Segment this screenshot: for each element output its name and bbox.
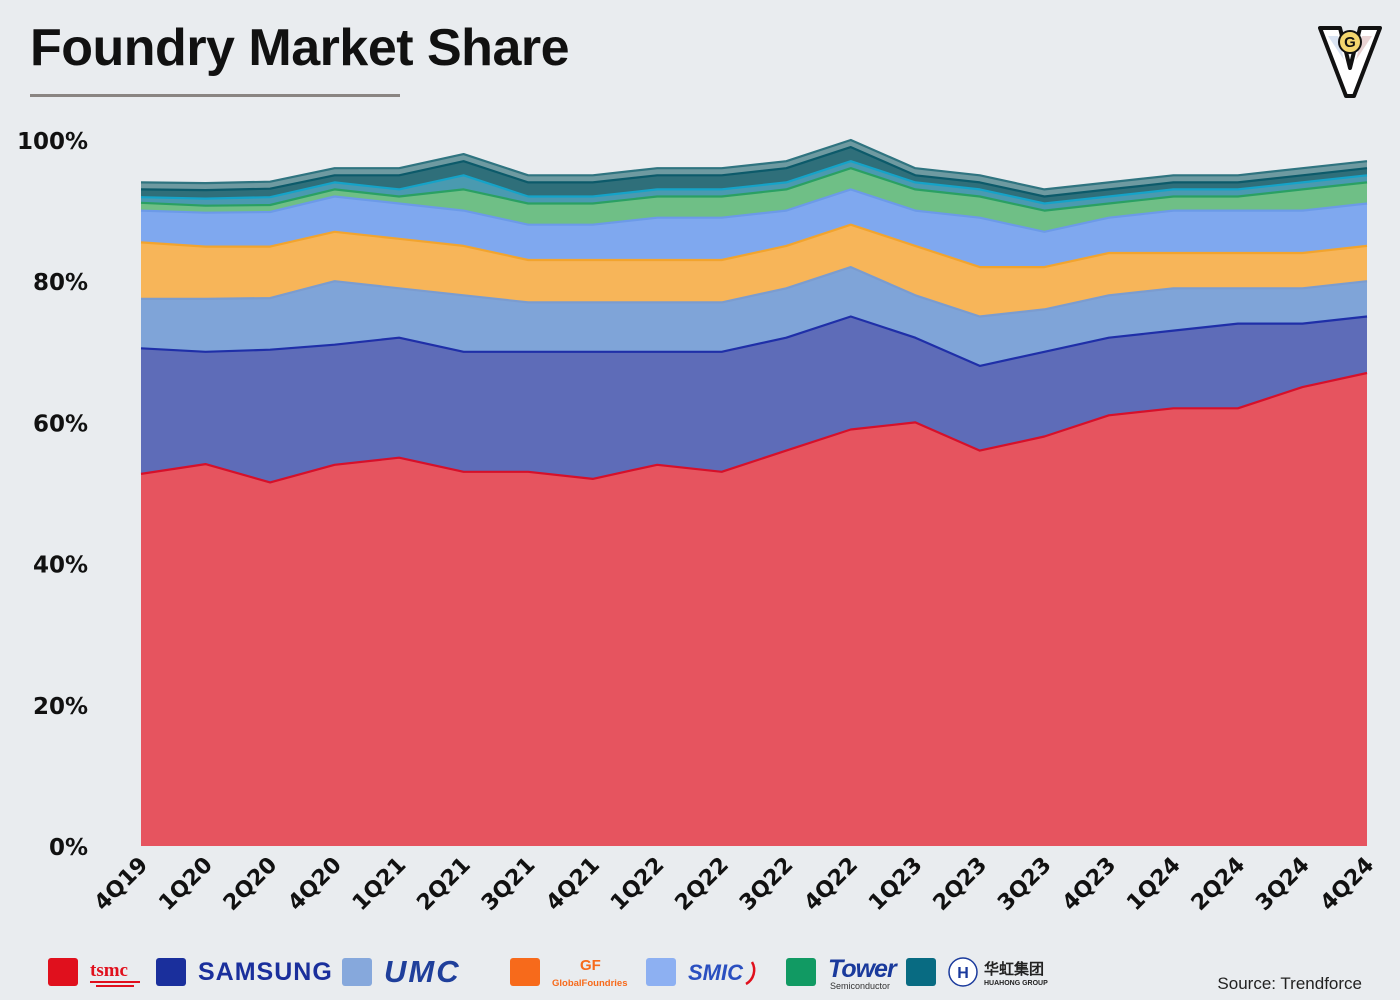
svg-text:华虹集团: 华虹集团 <box>984 960 1044 978</box>
y-tick-label: 60% <box>33 411 88 437</box>
legend-swatch <box>156 958 186 986</box>
svg-text:HUAHONG GROUP: HUAHONG GROUP <box>984 980 1048 987</box>
huahong-logo-icon: H 华虹集团 HUAHONG GROUP <box>948 957 1048 987</box>
x-tick-label: 2Q22 <box>671 853 734 916</box>
y-tick-label: 40% <box>33 553 88 579</box>
svg-text:Semiconductor: Semiconductor <box>830 981 890 991</box>
legend-item-tsmc: tsmc <box>48 958 140 987</box>
svg-text:SAMSUNG: SAMSUNG <box>198 958 333 986</box>
line-series-tower <box>140 167 1368 212</box>
legend-item-smic: SMIC <box>646 958 756 986</box>
x-tick-label: 1Q23 <box>864 853 927 916</box>
source-note: Source: Trendforce <box>1217 974 1362 993</box>
legend-swatch <box>342 958 372 986</box>
line-series-vis <box>140 160 1368 205</box>
area-series-samsung <box>141 316 1367 483</box>
x-tick-label: 3Q23 <box>993 853 1056 916</box>
legend-item-huahong: H 华虹集团 HUAHONG GROUP <box>906 957 1048 987</box>
x-tick-label: 4Q19 <box>90 853 153 916</box>
x-tick-label: 1Q20 <box>154 853 217 916</box>
x-tick-label: 4Q24 <box>1316 853 1379 916</box>
x-tick-label: 2Q24 <box>1187 853 1250 916</box>
line-series-smic <box>140 188 1368 233</box>
line-series-globalfoundries <box>140 223 1368 269</box>
svg-text:H: H <box>957 965 969 982</box>
chart-title: Foundry Market Share <box>30 19 570 77</box>
legend-swatch <box>646 958 676 986</box>
x-tick-label: 2Q23 <box>929 853 992 916</box>
x-tick-label: 3Q21 <box>477 853 540 916</box>
tsmc-logo-icon: tsmc <box>90 960 140 987</box>
samsung-logo-icon: SAMSUNG <box>198 958 333 986</box>
line-series-tsmc <box>140 371 1368 484</box>
x-tick-label: 2Q20 <box>219 853 282 916</box>
line-series-samsung <box>140 315 1368 367</box>
svg-text:UMC: UMC <box>384 956 461 989</box>
y-tick-label: 80% <box>33 270 88 296</box>
area-series-tower <box>141 168 1367 232</box>
x-tick-label: 4Q23 <box>1058 853 1121 916</box>
svg-text:GF: GF <box>580 957 601 974</box>
brand-logo-icon: G <box>1318 26 1382 98</box>
line-series-hua-hong <box>140 138 1368 191</box>
legend-item-globalfoundries: GF GlobalFoundries <box>510 957 627 989</box>
legend: tsmc SAMSUNG UMC GF GlobalFoundries SMIC Tower… <box>48 956 1048 991</box>
globalfoundries-logo-icon: GF GlobalFoundries <box>552 957 627 989</box>
x-tick-label: 3Q22 <box>735 853 798 916</box>
legend-swatch <box>510 958 540 986</box>
svg-text:G: G <box>1344 34 1356 51</box>
x-tick-label: 4Q21 <box>542 853 605 916</box>
area-chart: 0%20%40%60%80%100%4Q19 1Q20 2Q20 4Q20 1Q21 2Q… <box>17 129 1379 916</box>
legend-swatch <box>48 958 78 986</box>
svg-text:GlobalFoundries: GlobalFoundries <box>552 978 627 989</box>
y-tick-label: 100% <box>17 129 88 155</box>
y-tick-label: 20% <box>33 694 88 720</box>
area-series-hua-hong <box>141 140 1367 197</box>
svg-text:Tower: Tower <box>828 956 898 983</box>
legend-item-samsung: SAMSUNG <box>156 958 333 986</box>
x-tick-label: 1Q22 <box>606 853 669 916</box>
area-layers <box>141 140 1367 846</box>
area-series-pss <box>141 147 1367 204</box>
x-tick-label: 4Q20 <box>283 853 346 916</box>
x-tick-label: 1Q24 <box>1122 853 1185 916</box>
svg-text:SMIC: SMIC <box>688 960 744 985</box>
x-tick-label: 1Q21 <box>348 853 411 916</box>
area-series-smic <box>141 189 1367 268</box>
legend-swatch <box>906 958 936 986</box>
area-series-umc <box>141 267 1367 366</box>
umc-logo-icon: UMC <box>384 956 461 989</box>
line-series-pss <box>140 146 1368 198</box>
x-tick-label: 2Q21 <box>412 853 475 916</box>
legend-swatch <box>786 958 816 986</box>
title-underline <box>30 94 400 97</box>
line-series-umc <box>141 266 1368 318</box>
x-tick-label: 4Q22 <box>800 853 863 916</box>
svg-text:tsmc: tsmc <box>90 960 128 981</box>
legend-item-umc: UMC <box>342 956 461 989</box>
area-series-tsmc <box>141 373 1367 846</box>
x-tick-label: 3Q24 <box>1251 853 1314 916</box>
area-top-lines <box>140 138 1368 484</box>
y-tick-label: 0% <box>49 835 88 861</box>
smic-logo-icon: SMIC <box>688 960 756 986</box>
